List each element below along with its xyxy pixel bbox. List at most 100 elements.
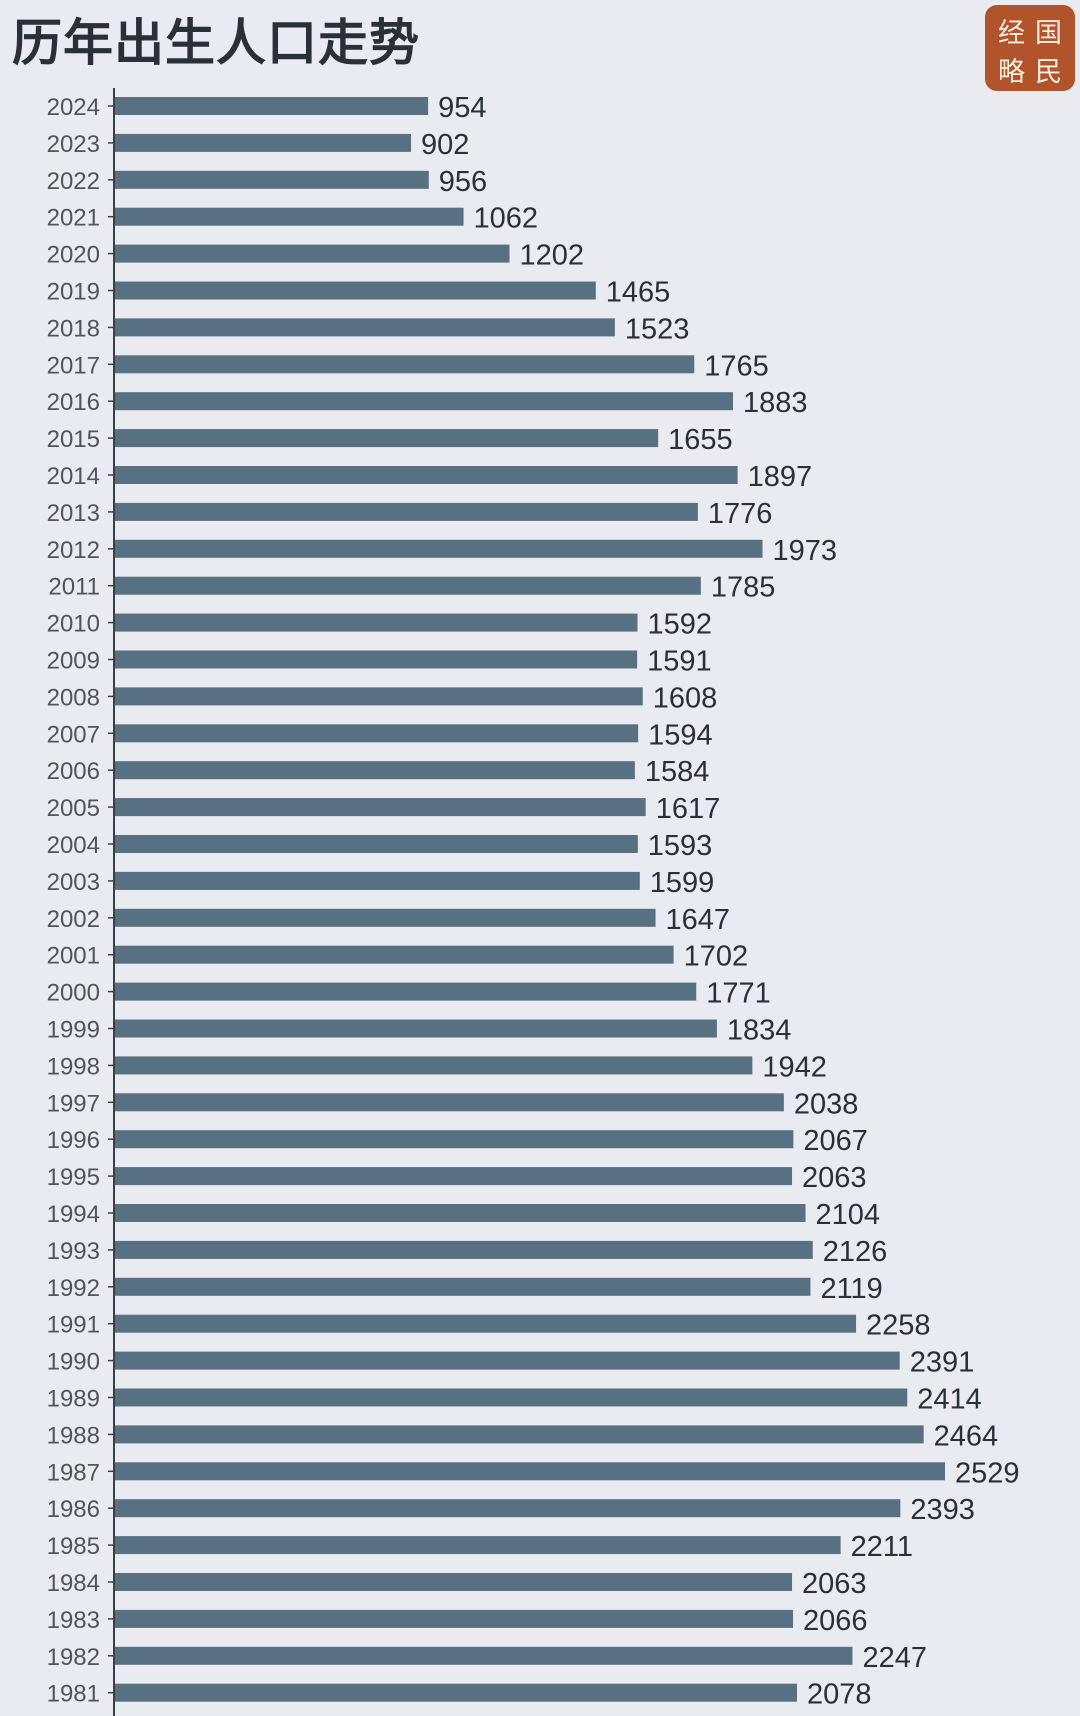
y-tick-label: 2005 bbox=[47, 795, 100, 822]
bar bbox=[115, 1204, 806, 1222]
bar bbox=[115, 207, 464, 226]
bar bbox=[115, 761, 635, 780]
bar bbox=[115, 97, 429, 115]
y-tick-label: 2018 bbox=[47, 315, 100, 342]
data-label: 956 bbox=[439, 166, 487, 198]
bar bbox=[115, 871, 640, 890]
data-label: 1584 bbox=[645, 756, 710, 788]
data-label: 2258 bbox=[866, 1310, 931, 1342]
data-label: 1465 bbox=[606, 277, 671, 309]
logo-char: 经 bbox=[998, 18, 1025, 49]
data-label: 1647 bbox=[666, 904, 731, 936]
bar bbox=[115, 133, 412, 152]
y-tick-label: 1993 bbox=[47, 1238, 100, 1265]
logo-char: 国 bbox=[1035, 18, 1062, 49]
data-label: 1599 bbox=[650, 867, 715, 899]
y-tick-label: 1985 bbox=[47, 1533, 100, 1560]
brand-logo: 经 国 略 民 bbox=[985, 5, 1075, 91]
data-label: 2067 bbox=[803, 1125, 868, 1157]
y-tick-label: 1999 bbox=[47, 1017, 100, 1044]
y-tick-label: 1995 bbox=[47, 1164, 100, 1191]
y-tick-label: 2004 bbox=[47, 832, 100, 859]
data-label: 2393 bbox=[910, 1494, 975, 1526]
bar bbox=[115, 945, 674, 964]
bar bbox=[115, 650, 638, 669]
bar bbox=[115, 798, 646, 817]
bar bbox=[115, 1314, 857, 1333]
data-label: 1973 bbox=[773, 535, 838, 567]
data-label: 2078 bbox=[807, 1679, 872, 1711]
data-label: 2104 bbox=[816, 1199, 881, 1231]
data-label: 2126 bbox=[823, 1236, 888, 1268]
y-tick-label: 2008 bbox=[47, 684, 100, 711]
bar bbox=[115, 1609, 794, 1628]
bar bbox=[115, 1277, 811, 1296]
data-label: 2211 bbox=[851, 1531, 913, 1563]
y-tick-label: 2010 bbox=[47, 611, 100, 638]
bar bbox=[115, 1351, 900, 1370]
bar bbox=[115, 724, 639, 743]
data-label: 1765 bbox=[704, 350, 769, 382]
bar bbox=[115, 466, 738, 484]
data-label: 1593 bbox=[648, 830, 713, 862]
bar bbox=[115, 835, 638, 853]
y-tick-label: 2014 bbox=[47, 463, 100, 490]
bars-layer: 2024 954 2023 902 2022 956 2021 1062 2020 1202 201… bbox=[47, 92, 1020, 1711]
bar bbox=[115, 1536, 841, 1555]
data-label: 1785 bbox=[711, 572, 776, 604]
data-label: 2464 bbox=[934, 1420, 999, 1452]
y-tick-label: 2021 bbox=[47, 205, 100, 232]
data-label: 2063 bbox=[802, 1568, 867, 1600]
data-label: 1655 bbox=[668, 424, 733, 456]
bar bbox=[115, 355, 695, 374]
y-tick-label: 1988 bbox=[47, 1422, 100, 1449]
y-tick-label: 2022 bbox=[47, 168, 100, 195]
data-label: 2119 bbox=[820, 1273, 882, 1305]
y-tick-label: 2001 bbox=[47, 943, 100, 970]
y-tick-label: 2023 bbox=[47, 131, 100, 158]
data-label: 1592 bbox=[647, 609, 712, 641]
bar bbox=[115, 908, 656, 927]
bar bbox=[115, 392, 733, 411]
y-tick-label: 2003 bbox=[47, 869, 100, 896]
y-tick-label: 2000 bbox=[47, 980, 100, 1007]
y-tick-label: 2009 bbox=[47, 648, 100, 675]
y-tick-label: 2016 bbox=[47, 389, 100, 416]
bar bbox=[115, 687, 643, 706]
bar bbox=[115, 1683, 797, 1702]
data-label: 2391 bbox=[910, 1347, 975, 1379]
data-label: 1523 bbox=[625, 313, 690, 345]
y-tick-label: 2020 bbox=[47, 242, 100, 269]
y-tick-label: 1981 bbox=[47, 1681, 100, 1708]
data-label: 1771 bbox=[706, 978, 771, 1010]
bar bbox=[115, 1019, 717, 1038]
y-tick-label: 2012 bbox=[47, 537, 100, 564]
bar bbox=[115, 1646, 853, 1665]
bar bbox=[115, 576, 701, 595]
y-tick-label: 2011 bbox=[48, 574, 100, 601]
bar bbox=[115, 1093, 784, 1112]
data-label: 2247 bbox=[862, 1642, 927, 1674]
data-label: 1062 bbox=[474, 203, 539, 235]
data-label: 954 bbox=[438, 92, 486, 124]
y-tick-label: 1998 bbox=[47, 1053, 100, 1080]
logo-char: 民 bbox=[1035, 57, 1062, 88]
data-label: 1591 bbox=[647, 646, 712, 678]
y-tick-label: 1989 bbox=[47, 1386, 100, 1413]
bar bbox=[115, 1167, 793, 1186]
bar bbox=[115, 1462, 945, 1481]
bar bbox=[115, 1056, 753, 1075]
y-tick-label: 1996 bbox=[47, 1127, 100, 1154]
y-tick-label: 1984 bbox=[47, 1570, 100, 1597]
bar bbox=[115, 170, 429, 189]
page-title: 历年出生人口走势 bbox=[12, 14, 420, 72]
y-tick-label: 2007 bbox=[47, 721, 100, 748]
bar bbox=[115, 1388, 908, 1407]
y-tick-label: 1987 bbox=[47, 1459, 100, 1486]
bar bbox=[115, 613, 638, 632]
bar bbox=[115, 1240, 813, 1259]
y-tick-label: 1992 bbox=[47, 1275, 100, 1302]
y-tick-label: 1986 bbox=[47, 1496, 100, 1523]
y-tick-label: 1991 bbox=[47, 1312, 100, 1339]
